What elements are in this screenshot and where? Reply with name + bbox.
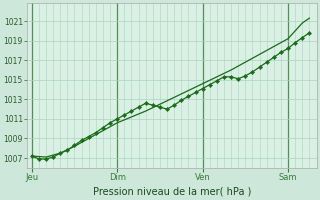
X-axis label: Pression niveau de la mer( hPa ): Pression niveau de la mer( hPa ) [92, 187, 251, 197]
